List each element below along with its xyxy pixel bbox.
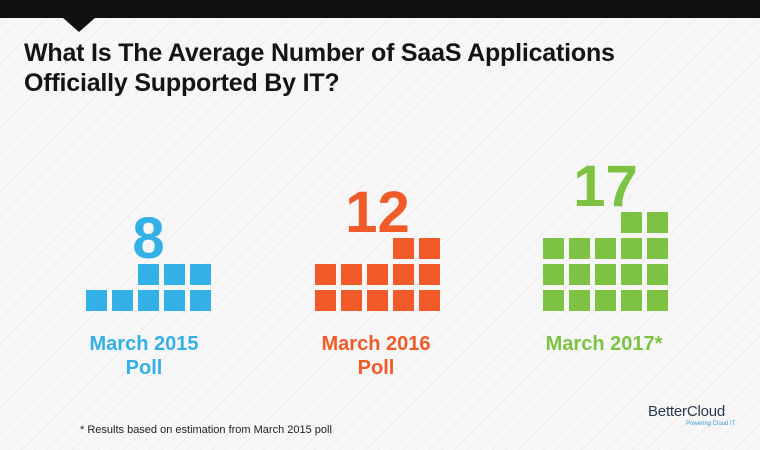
bar-square [621,212,642,233]
bar-square [595,290,616,311]
category-label: March 2015 [90,333,199,355]
category-label: Poll [126,357,163,379]
category-label: March 2017* [546,333,663,355]
bar-square [569,290,590,311]
top-bar [0,0,760,18]
bar-square [164,264,185,285]
bar-square [419,238,440,259]
chart-title: What Is The Average Number of SaaS Appli… [24,38,724,98]
bar-square [419,264,440,285]
bar-square [341,290,362,311]
bar-square [315,290,336,311]
bar-square [621,290,642,311]
bar-square [647,238,668,259]
bar-group-3: 17 March 2017* [543,154,668,355]
top-bar-notch [62,17,96,32]
bar-square [138,264,159,285]
bar-square [647,212,668,233]
bar-square [393,238,414,259]
data-label-value: 8 [132,206,164,271]
bar-square [367,264,388,285]
bar-square [543,264,564,285]
bar-square [367,290,388,311]
bar-square [595,264,616,285]
bettercloud-logo: BetterCloud Powering Cloud IT [648,404,748,428]
bar-square [190,264,211,285]
bar-square [190,290,211,311]
bar-square [647,264,668,285]
bar-square [543,238,564,259]
bar-square [419,290,440,311]
bar-square [543,290,564,311]
bar-square [621,264,642,285]
category-label: March 2016 [322,333,431,355]
bar-square [393,264,414,285]
data-label-value: 12 [345,180,410,245]
bar-square [86,290,107,311]
bar-square [621,238,642,259]
chart-title-line-1: What Is The Average Number of SaaS Appli… [24,39,615,67]
category-label: Poll [358,357,395,379]
bar-square [569,238,590,259]
bar-square [341,264,362,285]
bar-square [164,290,185,311]
chart-title-line-2: Officially Supported By IT? [24,69,340,97]
bar-square [138,290,159,311]
bar-square [393,290,414,311]
bar-square [315,264,336,285]
bar-square [647,290,668,311]
bar-square [112,290,133,311]
bar-square [569,264,590,285]
footnote: * Results based on estimation from March… [80,424,332,436]
bar-square [595,238,616,259]
logo-tagline: Powering Cloud IT [686,421,736,427]
logo-name: BetterCloud [648,403,726,420]
data-label-value: 17 [573,154,638,219]
